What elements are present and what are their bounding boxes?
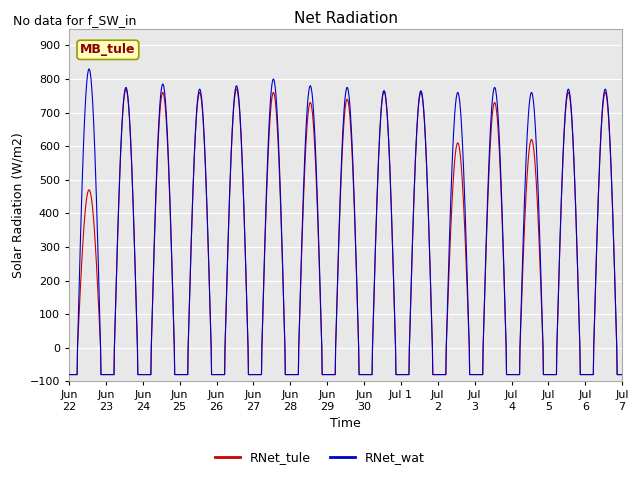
Legend: RNet_tule, RNet_wat: RNet_tule, RNet_wat — [210, 446, 430, 469]
X-axis label: Time: Time — [330, 418, 361, 431]
Y-axis label: Solar Radiation (W/m2): Solar Radiation (W/m2) — [11, 132, 24, 278]
Text: MB_tule: MB_tule — [80, 43, 136, 56]
Title: Net Radiation: Net Radiation — [294, 11, 397, 26]
Text: No data for f_SW_in: No data for f_SW_in — [13, 14, 136, 27]
